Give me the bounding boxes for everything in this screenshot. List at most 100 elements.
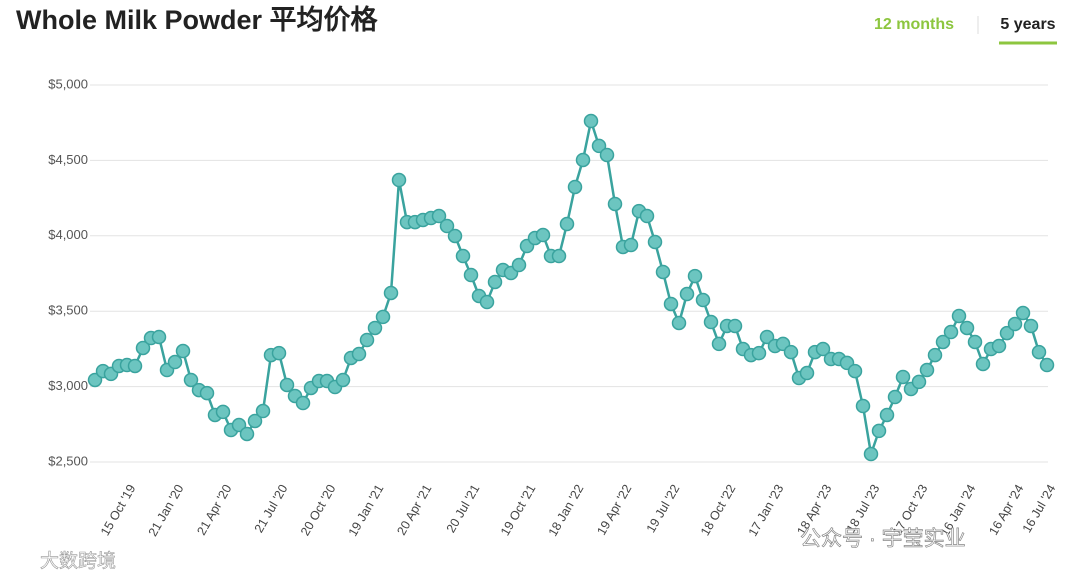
marker [567,179,583,195]
x-tick-label: 15 Oct '19 [98,482,138,538]
marker [127,358,143,374]
marker [535,227,551,243]
marker [463,267,479,283]
marker [231,417,247,433]
marker [815,341,831,357]
marker [1007,316,1023,332]
watermark: 大数跨境 [40,550,116,572]
marker [895,369,911,385]
marker [879,407,895,423]
x-tick-label: 18 Jan '22 [546,482,587,539]
marker [959,320,975,336]
marker [239,426,255,442]
tab[interactable]: 5 years [1000,16,1055,33]
marker [295,395,311,411]
marker [783,344,799,360]
watermark: 公众号 · 宇莹实业 [800,528,966,551]
marker [215,404,231,420]
x-tick-label: 21 Jul '20 [252,482,291,535]
marker [351,346,367,362]
marker [455,248,471,264]
x-tick-label: 20 Oct '20 [298,482,338,538]
marker [871,423,887,439]
marker [183,372,199,388]
marker [967,334,983,350]
marker [639,208,655,224]
marker [847,363,863,379]
marker [1031,344,1047,360]
marker [335,372,351,388]
line [94,119,1049,456]
marker [255,403,271,419]
marker [487,274,503,290]
marker [951,308,967,324]
marker [447,228,463,244]
marker [943,324,959,340]
marker [439,218,455,234]
marker [703,314,719,330]
marker [575,152,591,168]
marker [935,334,951,350]
marker [855,398,871,414]
marker [679,286,695,302]
marker [247,413,263,429]
marker [135,340,151,356]
marker [599,147,615,163]
marker [727,318,743,334]
marker [655,264,671,280]
x-tick-label: 19 Oct '21 [498,482,538,538]
marker [479,294,495,310]
marker [359,332,375,348]
marker [583,113,599,129]
marker [383,285,399,301]
marker [175,343,191,359]
marker [551,248,567,264]
marker [751,345,767,361]
marker [375,309,391,325]
x-tick-label: 19 Jul '22 [644,482,683,535]
marker [271,345,287,361]
marker [199,385,215,401]
marker [87,372,103,388]
marker [991,338,1007,354]
x-tick-label: 21 Jan '20 [146,482,187,539]
marker [367,320,383,336]
marker [887,389,903,405]
marker [1023,318,1039,334]
marker [711,336,727,352]
x-tick-label: 19 Jan '21 [346,482,387,539]
marker [695,292,711,308]
y-tick-label: $3,000 [48,378,88,393]
marker [431,208,447,224]
y-tick-label: $3,500 [48,303,88,318]
marker [999,325,1015,341]
marker [167,354,183,370]
marker [863,446,879,462]
tab[interactable]: 12 months [874,16,954,33]
y-tick-label: $5,000 [48,76,88,91]
marker [687,268,703,284]
marker [911,374,927,390]
x-tick-label: 21 Apr '20 [194,482,234,537]
x-tick-label: 20 Apr '21 [394,482,434,537]
x-tick-label: 18 Oct '22 [698,482,738,538]
x-tick-label: 19 Apr '22 [594,482,634,537]
marker [607,196,623,212]
y-tick-label: $2,500 [48,453,88,468]
marker [759,329,775,345]
x-tick-label: 20 Jul '21 [444,482,483,535]
y-tick-label: $4,000 [48,227,88,242]
marker [279,377,295,393]
marker [647,234,663,250]
marker [927,347,943,363]
marker [1039,357,1055,373]
y-tick-label: $4,500 [48,152,88,167]
marker [1015,305,1031,321]
marker [559,216,575,232]
marker [151,329,167,345]
marker [975,356,991,372]
x-tick-label: 17 Jan '23 [746,482,787,539]
marker [391,172,407,188]
marker [671,315,687,331]
